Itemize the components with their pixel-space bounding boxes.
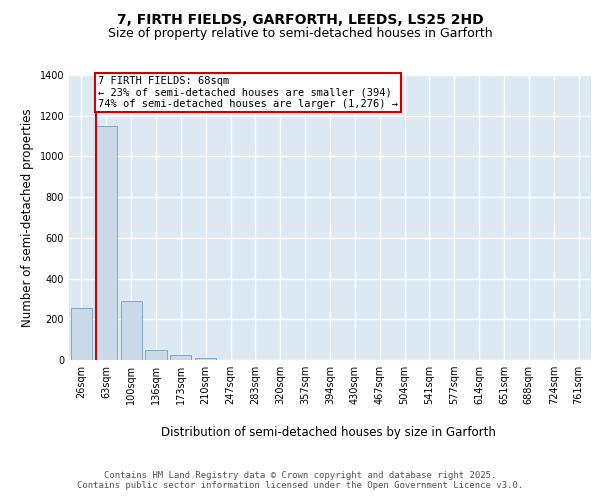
Bar — [71, 308, 92, 360]
Text: 7 FIRTH FIELDS: 68sqm
← 23% of semi-detached houses are smaller (394)
74% of sem: 7 FIRTH FIELDS: 68sqm ← 23% of semi-deta… — [98, 76, 398, 109]
Bar — [170, 355, 191, 360]
Text: Distribution of semi-detached houses by size in Garforth: Distribution of semi-detached houses by … — [161, 426, 496, 439]
Y-axis label: Number of semi-detached properties: Number of semi-detached properties — [21, 108, 34, 327]
Bar — [96, 126, 117, 360]
Text: Contains HM Land Registry data © Crown copyright and database right 2025.
Contai: Contains HM Land Registry data © Crown c… — [77, 470, 523, 490]
Bar — [121, 301, 142, 360]
Bar — [145, 350, 167, 360]
Text: Size of property relative to semi-detached houses in Garforth: Size of property relative to semi-detach… — [107, 28, 493, 40]
Text: 7, FIRTH FIELDS, GARFORTH, LEEDS, LS25 2HD: 7, FIRTH FIELDS, GARFORTH, LEEDS, LS25 2… — [116, 12, 484, 26]
Bar — [195, 358, 216, 360]
